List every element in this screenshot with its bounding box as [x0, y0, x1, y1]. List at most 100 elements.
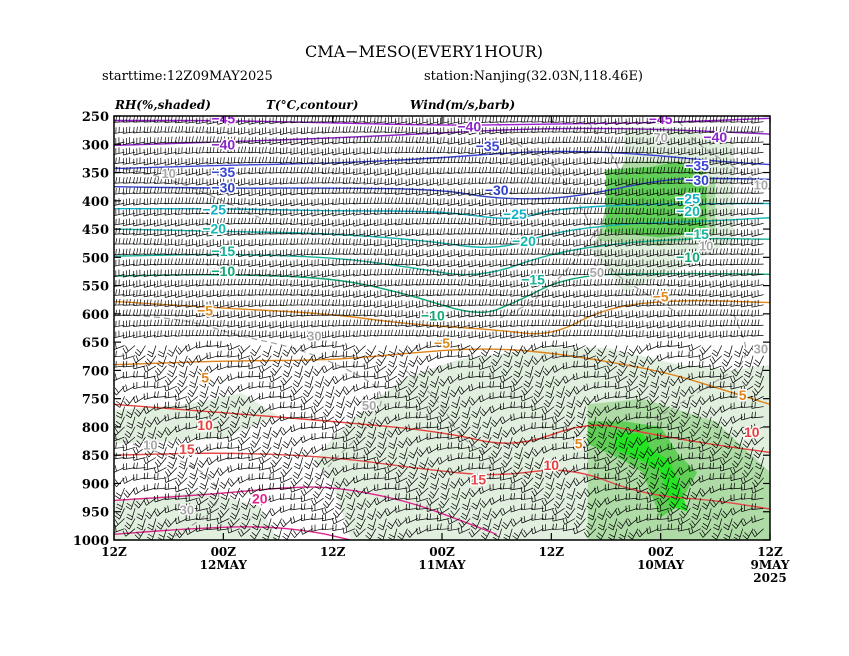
wind-barb [730, 402, 743, 410]
wind-barb [259, 310, 272, 318]
wind-barb [573, 238, 586, 247]
wind-barb [122, 259, 136, 267]
wind-barb [415, 278, 429, 286]
wind-barb [405, 411, 418, 419]
wind-barb [520, 126, 534, 134]
wind-barb [608, 345, 618, 358]
wind-barb [512, 528, 523, 540]
wind-barb [280, 467, 293, 477]
wind-barb [395, 177, 408, 186]
temperature-contour-label: −35 [685, 157, 709, 173]
wind-barb [740, 309, 754, 317]
wind-barb [541, 524, 555, 532]
wind-barb [688, 279, 701, 288]
wind-barb [196, 248, 209, 256]
wind-barb [636, 299, 649, 307]
wind-barb [143, 208, 156, 217]
wind-barb [552, 340, 565, 347]
wind-barb [185, 228, 198, 237]
wind-barb [353, 345, 366, 355]
wind-barb [311, 228, 324, 235]
wind-barb [510, 279, 523, 288]
wind-barb [175, 136, 188, 144]
wind-barb [332, 126, 345, 134]
wind-barb [216, 157, 230, 165]
wind-barb [122, 319, 136, 328]
wind-barb [322, 497, 335, 509]
wind-barb [311, 299, 324, 306]
wind-barb [426, 421, 439, 429]
wind-barb [510, 208, 523, 217]
wind-barb [720, 147, 733, 156]
wind-barb [597, 518, 607, 531]
wind-barb [668, 375, 681, 387]
wind-barb [510, 413, 523, 421]
wind-barb [269, 494, 282, 503]
wind-barb [740, 197, 754, 205]
wind-barb [384, 416, 398, 425]
wind-barb [300, 259, 314, 267]
wind-barb [164, 136, 177, 144]
wind-barb [719, 116, 733, 123]
wind-barb [426, 320, 439, 328]
wind-barb [500, 381, 513, 390]
wind-barb [573, 426, 586, 437]
wind-barb [157, 447, 167, 459]
wind-barb [279, 248, 293, 257]
wind-barb [731, 365, 743, 377]
wind-barb [311, 116, 324, 123]
wind-barb [552, 208, 565, 216]
wind-barb [751, 258, 764, 265]
wind-barb [646, 166, 659, 174]
wind-barb [175, 177, 188, 185]
wind-barb [143, 309, 156, 316]
wind-barb [269, 278, 282, 286]
wind-barb [185, 116, 198, 124]
wind-barb [520, 238, 534, 245]
wind-barb [353, 116, 366, 123]
wind-barb [523, 467, 534, 479]
wind-barb [311, 126, 324, 134]
wind-barb [147, 518, 157, 531]
wind-barb [583, 462, 597, 470]
wind-barb [342, 442, 356, 450]
wind-barb [259, 198, 272, 206]
wind-barb [279, 116, 293, 124]
wind-barb [363, 126, 376, 133]
wind-barb [677, 375, 691, 384]
wind-barb [699, 436, 712, 447]
wind-barb [143, 289, 156, 298]
wind-barb [531, 434, 544, 443]
wind-barb [646, 259, 659, 268]
wind-barb [321, 157, 335, 165]
wind-barb [625, 504, 639, 513]
wind-barb [562, 258, 576, 265]
wind-barb [744, 365, 754, 378]
wind-barb [552, 167, 565, 176]
wind-barb [311, 208, 324, 217]
wind-barb [755, 365, 764, 378]
wind-barb [332, 454, 345, 462]
wind-barb [114, 434, 125, 442]
wind-barb [332, 319, 345, 327]
wind-barb [478, 166, 492, 174]
wind-barb [167, 457, 178, 469]
wind-barb [195, 258, 209, 266]
wind-barb [290, 436, 303, 447]
wind-barb [709, 187, 722, 194]
wind-barb [164, 329, 177, 337]
wind-barb [479, 137, 492, 146]
wind-barb [174, 484, 188, 493]
wind-barb [730, 391, 743, 398]
wind-barb [555, 386, 565, 399]
wind-barb [311, 218, 324, 226]
wind-barb [625, 476, 639, 484]
wind-barb [646, 198, 659, 207]
wind-barb [271, 426, 282, 438]
wind-barb [489, 372, 502, 380]
wind-barb [492, 345, 503, 358]
wind-barb [744, 447, 754, 460]
wind-barb [185, 126, 198, 133]
wind-barb [688, 198, 701, 207]
